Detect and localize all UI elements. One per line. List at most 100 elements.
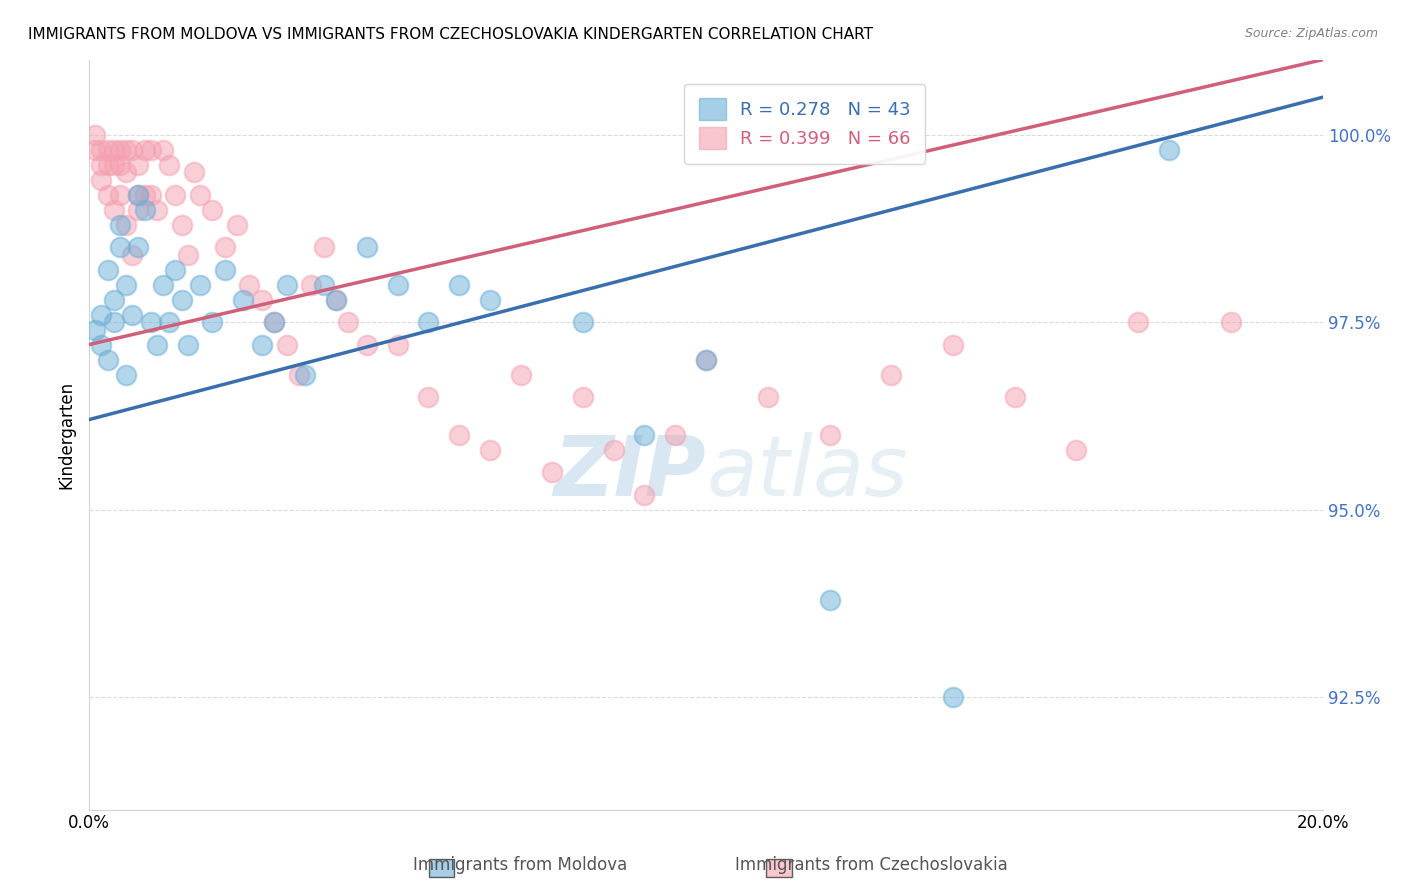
Point: [818, 427, 841, 442]
Y-axis label: Kindergarten: Kindergarten: [58, 381, 75, 489]
Point: [602, 442, 624, 457]
Point: [108, 143, 131, 157]
Point: [232, 293, 254, 307]
Point: [97, 143, 120, 157]
Text: Immigrants from Moldova: Immigrants from Moldova: [413, 855, 627, 873]
Point: [818, 592, 841, 607]
Point: [170, 218, 193, 232]
Point: [84, 128, 107, 142]
Point: [84, 143, 107, 157]
Point: [294, 368, 316, 382]
Point: [418, 390, 440, 404]
Point: [263, 315, 285, 329]
Text: ZIP: ZIP: [554, 432, 706, 513]
Point: [312, 240, 335, 254]
Point: [108, 218, 131, 232]
Legend: R = 0.278   N = 43, R = 0.399   N = 66: R = 0.278 N = 43, R = 0.399 N = 66: [685, 84, 925, 164]
Point: [214, 240, 236, 254]
Point: [183, 165, 205, 179]
Point: [90, 158, 112, 172]
Text: Immigrants from Czechoslovakia: Immigrants from Czechoslovakia: [735, 855, 1008, 873]
Point: [97, 262, 120, 277]
Point: [201, 202, 224, 217]
Point: [90, 337, 112, 351]
Point: [276, 337, 298, 351]
Point: [127, 240, 149, 254]
Point: [880, 368, 903, 382]
Point: [942, 337, 965, 351]
Point: [387, 337, 409, 351]
Point: [312, 277, 335, 292]
Text: Source: ZipAtlas.com: Source: ZipAtlas.com: [1244, 27, 1378, 40]
Point: [152, 277, 174, 292]
Point: [115, 143, 138, 157]
Point: [127, 202, 149, 217]
Point: [127, 187, 149, 202]
Point: [121, 308, 143, 322]
Point: [108, 187, 131, 202]
Point: [356, 240, 378, 254]
Point: [1004, 390, 1026, 404]
Point: [103, 158, 125, 172]
Point: [387, 277, 409, 292]
Point: [479, 442, 502, 457]
Point: [90, 308, 112, 322]
Point: [103, 293, 125, 307]
Point: [103, 315, 125, 329]
Point: [115, 368, 138, 382]
Point: [121, 247, 143, 261]
Point: [170, 293, 193, 307]
Point: [97, 187, 120, 202]
Point: [127, 158, 149, 172]
Point: [356, 337, 378, 351]
Point: [250, 337, 273, 351]
Point: [276, 277, 298, 292]
Point: [103, 143, 125, 157]
Point: [250, 293, 273, 307]
Point: [664, 427, 686, 442]
Point: [479, 293, 502, 307]
Point: [177, 247, 200, 261]
Point: [108, 158, 131, 172]
Point: [165, 187, 187, 202]
Point: [201, 315, 224, 329]
Point: [325, 293, 347, 307]
Point: [84, 322, 107, 336]
Point: [510, 368, 533, 382]
Text: IMMIGRANTS FROM MOLDOVA VS IMMIGRANTS FROM CZECHOSLOVAKIA KINDERGARTEN CORRELATI: IMMIGRANTS FROM MOLDOVA VS IMMIGRANTS FR…: [28, 27, 873, 42]
Point: [238, 277, 260, 292]
Point: [1219, 315, 1241, 329]
Point: [418, 315, 440, 329]
Point: [337, 315, 360, 329]
Point: [288, 368, 311, 382]
Point: [146, 202, 169, 217]
Point: [540, 465, 562, 479]
Point: [633, 427, 655, 442]
Point: [115, 218, 138, 232]
Point: [103, 202, 125, 217]
Point: [299, 277, 322, 292]
Point: [108, 240, 131, 254]
Point: [97, 158, 120, 172]
Point: [1157, 143, 1180, 157]
Point: [633, 487, 655, 501]
Point: [97, 352, 120, 367]
Point: [571, 315, 593, 329]
Point: [942, 690, 965, 704]
Point: [139, 143, 162, 157]
Point: [134, 202, 156, 217]
Text: atlas: atlas: [706, 432, 908, 513]
Point: [121, 143, 143, 157]
Point: [152, 143, 174, 157]
Point: [325, 293, 347, 307]
Point: [146, 337, 169, 351]
Point: [449, 427, 471, 442]
Point: [571, 390, 593, 404]
Point: [90, 172, 112, 186]
Point: [177, 337, 200, 351]
Point: [188, 277, 211, 292]
Point: [115, 165, 138, 179]
Point: [695, 352, 717, 367]
Point: [90, 143, 112, 157]
Point: [1126, 315, 1149, 329]
